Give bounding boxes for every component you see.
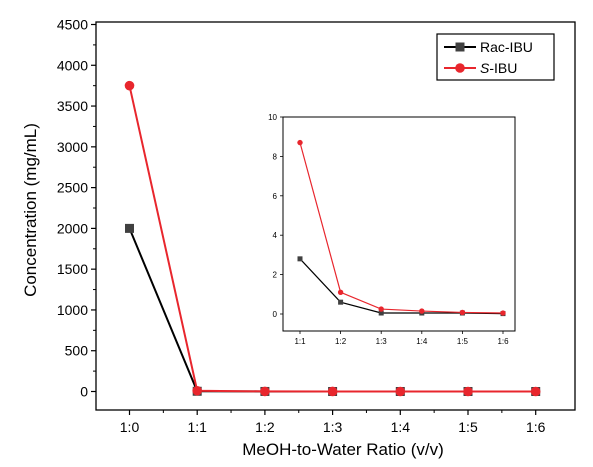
inset-series-line-s-ibu	[299, 142, 504, 314]
y-tick-label: 1000	[57, 302, 88, 318]
data-point-s-ibu	[395, 386, 406, 397]
legend: Rac-IBU S-IBU	[436, 33, 555, 81]
y-axis-title: Concentration (mg/mL)	[21, 123, 40, 297]
inset-data-point-s-ibu	[459, 309, 466, 316]
inset-data-point-rac-ibu	[378, 310, 384, 316]
legend-label: S-IBU	[480, 60, 517, 76]
inset-chart: 0 2 4 6 8 10 1:1 1:2 1:3 1:4 1:5 1:6	[268, 113, 516, 346]
inset-data-point-rac-ibu	[297, 256, 303, 262]
data-point-s-ibu	[530, 386, 541, 397]
data-point-s-ibu	[192, 385, 202, 396]
data-point-s-ibu	[463, 386, 473, 397]
inset-x-tick-label: 1:3	[376, 337, 388, 346]
y-tick-label: 2500	[57, 180, 88, 196]
y-tick-label: 0	[80, 384, 88, 400]
legend-label-italic: S	[480, 60, 490, 76]
y-tick-label: 2000	[57, 220, 88, 236]
inset-data-point-rac-ibu	[338, 299, 344, 305]
inset-y-tick-label: 4	[273, 231, 278, 240]
inset-data-point-s-ibu	[297, 139, 303, 146]
inset-data-point-s-ibu	[378, 306, 384, 312]
x-tick-label: 1:2	[255, 419, 275, 435]
inset-frame	[282, 116, 516, 332]
legend-label-text: -IBU	[489, 60, 517, 76]
legend-marker	[455, 63, 465, 73]
inset-data-point-s-ibu	[500, 310, 506, 316]
legend-box	[436, 33, 555, 81]
legend-label: Rac-IBU	[480, 39, 533, 55]
plot-frame	[95, 21, 576, 411]
legend-marker	[455, 42, 465, 52]
inset-data-point-s-ibu	[337, 289, 344, 296]
x-axis-title: MeOH-to-Water Ratio (v/v)	[242, 440, 444, 459]
legend-label-text: Rac-IBU	[480, 39, 533, 55]
y-tick-label: 4500	[57, 17, 88, 33]
x-tick-label: 1:0	[120, 419, 140, 435]
inset-y-tick-label: 0	[273, 310, 278, 319]
inset-y-tick-label: 10	[268, 113, 277, 122]
inset-x-tick-label: 1:6	[497, 337, 509, 346]
data-point-rac-ibu	[125, 223, 134, 233]
inset-x-tick-label: 1:2	[335, 337, 347, 346]
x-tick-label: 1:1	[187, 419, 207, 435]
inset-data-point-s-ibu	[419, 308, 425, 314]
inset-x-tick-label: 1:5	[457, 337, 469, 346]
x-tick-label: 1:4	[391, 419, 411, 435]
inset-x-tick-label: 1:1	[294, 337, 306, 346]
inset-y-tick-label: 6	[273, 192, 278, 201]
y-tick-label: 1500	[57, 261, 88, 277]
data-point-s-ibu	[260, 386, 270, 397]
data-point-s-ibu	[327, 386, 338, 397]
y-tick-label: 4000	[57, 57, 88, 73]
inset-x-tick-label: 1:4	[416, 337, 428, 346]
data-point-s-ibu	[124, 80, 135, 91]
x-tick-label: 1:3	[323, 419, 343, 435]
y-tick-label: 3500	[57, 98, 88, 114]
x-tick-label: 1:6	[526, 419, 546, 435]
y-tick-label: 3000	[57, 139, 88, 155]
x-tick-label: 1:5	[458, 419, 478, 435]
y-tick-label: 500	[65, 343, 89, 359]
inset-y-tick-label: 2	[273, 271, 278, 280]
inset-y-tick-label: 8	[273, 152, 278, 161]
